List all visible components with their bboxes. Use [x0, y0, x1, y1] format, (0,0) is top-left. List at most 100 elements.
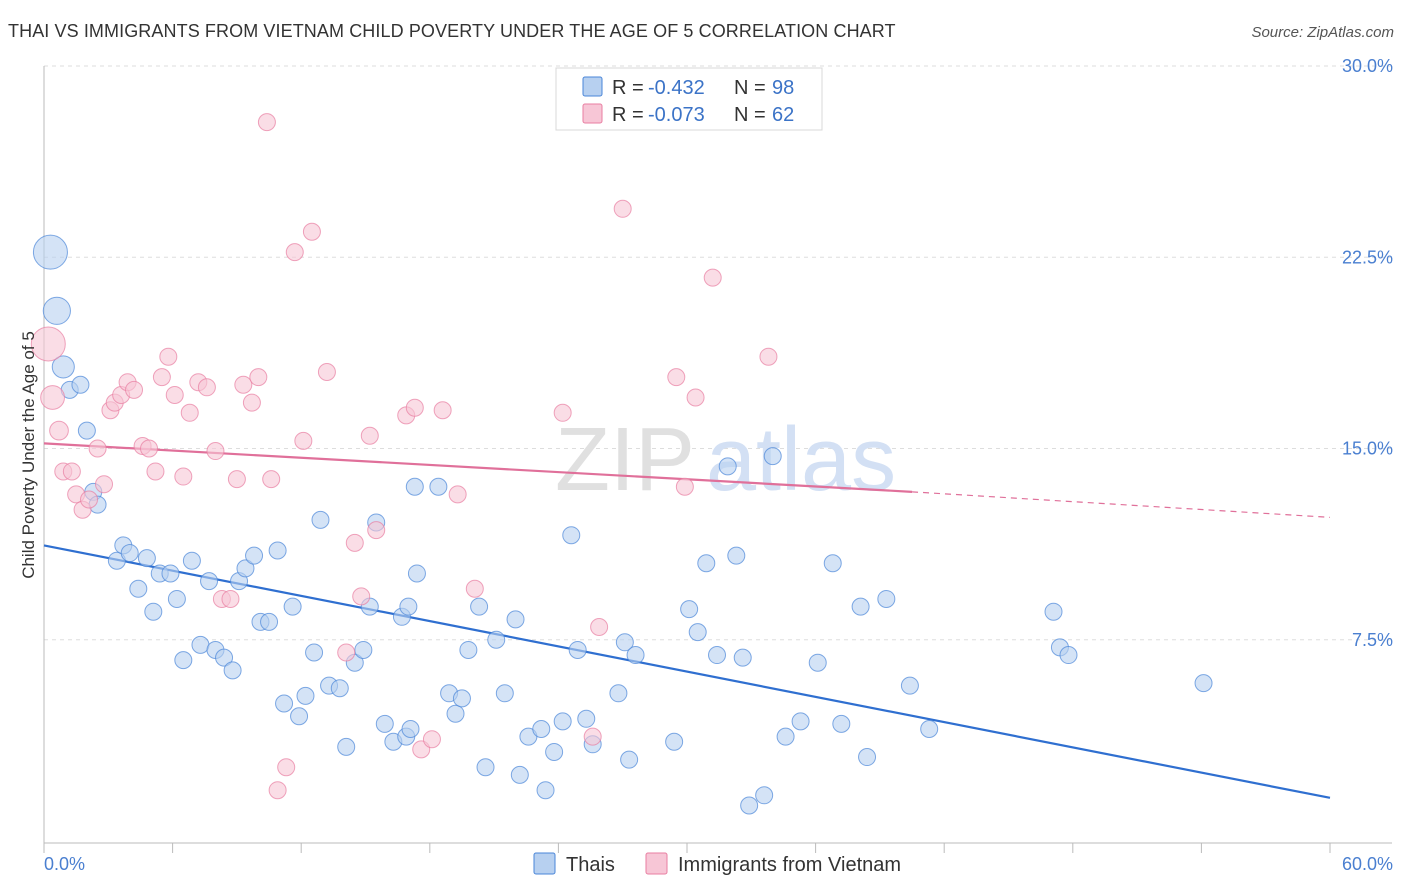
- legend-r-label-thais: R =: [612, 77, 644, 99]
- point-vietnam: [667, 368, 686, 387]
- point-vietnam: [165, 385, 184, 404]
- trendlines: [43, 442, 1331, 799]
- point-vietnam: [345, 533, 364, 552]
- axes: [43, 66, 1392, 853]
- point-thais: [1044, 602, 1063, 621]
- point-thais: [129, 579, 148, 598]
- legend-n-label-vietnam: N =: [734, 104, 766, 126]
- point-thais: [1194, 674, 1213, 693]
- chart-source: Source: ZipAtlas.com: [1251, 24, 1394, 41]
- point-vietnam: [49, 420, 69, 441]
- point-vietnam: [242, 393, 261, 412]
- legend-n-value-thais: 98: [772, 77, 794, 99]
- point-vietnam: [337, 643, 356, 662]
- y-tick-label: 30.0%: [1342, 56, 1393, 76]
- legend-label-thais: Thais: [566, 854, 615, 876]
- point-thais: [697, 554, 716, 573]
- point-vietnam: [294, 431, 313, 450]
- point-thais: [452, 689, 471, 708]
- point-thais: [495, 684, 514, 703]
- point-thais: [858, 748, 877, 767]
- point-thais: [510, 765, 529, 784]
- data-points: [30, 113, 1213, 815]
- legend-r-value-vietnam: -0.073: [648, 104, 705, 126]
- point-vietnam: [553, 403, 572, 422]
- point-thais: [577, 709, 596, 728]
- point-vietnam: [262, 470, 281, 489]
- watermark-atlas: atlas: [706, 410, 896, 510]
- point-vietnam: [590, 618, 609, 636]
- point-thais: [763, 447, 782, 466]
- point-thais: [330, 679, 349, 698]
- point-thais: [446, 704, 465, 723]
- y-tick-label: 22.5%: [1342, 247, 1393, 267]
- legend-n-label-thais: N =: [734, 77, 766, 99]
- point-thais: [200, 572, 219, 591]
- legend-swatch-vietnam: [582, 103, 603, 124]
- point-thais: [680, 600, 699, 619]
- point-thais: [823, 554, 842, 573]
- point-thais: [626, 646, 645, 665]
- point-vietnam: [268, 781, 287, 800]
- point-vietnam: [433, 401, 452, 420]
- point-vietnam: [197, 378, 216, 397]
- legend-swatch-vietnam-bottom: [645, 852, 668, 875]
- point-vietnam: [174, 467, 193, 486]
- point-vietnam: [221, 589, 240, 608]
- point-thais: [832, 714, 851, 733]
- point-thais: [1059, 646, 1078, 665]
- y-tick-labels: 7.5% 15.0% 22.5% 30.0%: [1342, 56, 1393, 650]
- point-thais: [688, 623, 707, 642]
- trendline-thais: [43, 544, 1331, 799]
- point-thais: [609, 684, 628, 703]
- point-thais: [562, 526, 581, 545]
- watermark-zip: ZIP: [555, 410, 695, 510]
- trendline-vietnam: [43, 442, 913, 493]
- point-thais: [260, 612, 279, 631]
- point-thais: [791, 712, 810, 731]
- point-thais: [245, 546, 264, 565]
- point-thais: [755, 786, 774, 805]
- point-thais: [459, 640, 478, 659]
- point-thais: [429, 477, 448, 496]
- stats-legend: R = -0.432 N = 98 R = -0.073 N = 62: [555, 67, 823, 131]
- point-vietnam: [125, 380, 144, 399]
- point-thais: [311, 510, 330, 529]
- point-thais: [399, 597, 418, 616]
- point-vietnam: [62, 462, 81, 481]
- point-thais: [137, 549, 156, 568]
- point-vietnam: [146, 462, 165, 481]
- point-thais: [283, 597, 302, 616]
- point-thais: [268, 541, 287, 560]
- point-vietnam: [465, 579, 484, 598]
- point-vietnam: [448, 485, 467, 504]
- point-thais: [167, 589, 186, 608]
- trendline-vietnam-extrapolated: [912, 491, 1331, 518]
- point-thais: [506, 610, 525, 629]
- point-thais: [290, 707, 309, 726]
- point-thais: [718, 457, 737, 476]
- point-vietnam: [703, 268, 722, 287]
- point-vietnam: [152, 368, 171, 387]
- point-vietnam: [257, 113, 276, 132]
- point-thais: [191, 635, 210, 654]
- point-thais: [236, 559, 255, 578]
- point-vietnam: [206, 442, 225, 461]
- point-thais: [161, 564, 180, 583]
- point-thais: [215, 648, 234, 667]
- point-thais: [77, 421, 96, 440]
- point-thais: [144, 602, 163, 621]
- y-tick-label: 15.0%: [1342, 439, 1393, 459]
- point-vietnam: [40, 385, 65, 410]
- point-thais: [51, 355, 75, 379]
- point-thais: [808, 653, 827, 672]
- point-vietnam: [317, 363, 336, 381]
- point-vietnam: [234, 375, 253, 394]
- y-tick-label: 7.5%: [1352, 630, 1393, 650]
- point-thais: [275, 694, 294, 713]
- point-thais: [487, 630, 506, 649]
- chart-title: THAI VS IMMIGRANTS FROM VIETNAM CHILD PO…: [8, 21, 896, 41]
- point-thais: [615, 633, 634, 652]
- point-thais: [877, 589, 896, 608]
